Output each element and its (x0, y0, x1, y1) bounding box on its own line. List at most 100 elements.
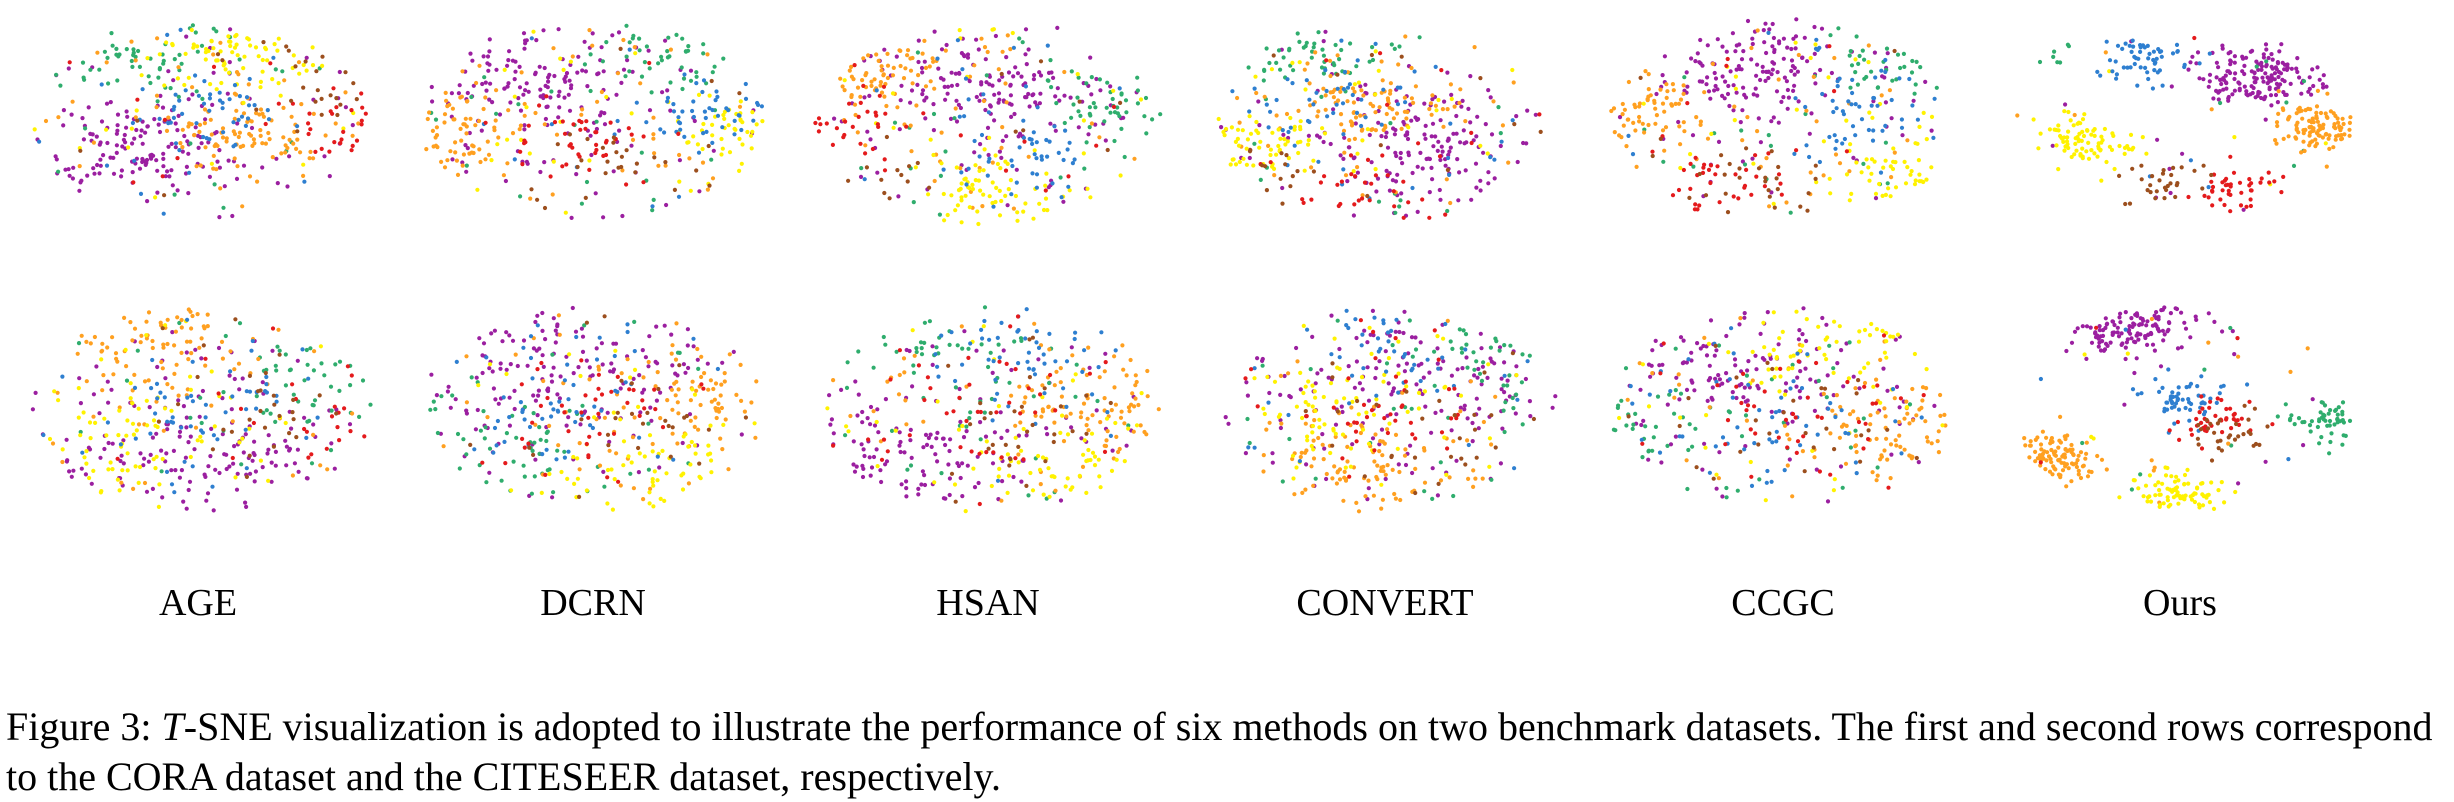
scatter-point (1761, 28, 1766, 33)
scatter-point (135, 97, 140, 102)
scatter-point (307, 111, 312, 116)
scatter-point (868, 137, 873, 142)
scatter-point (606, 443, 611, 448)
scatter-point (1080, 369, 1085, 374)
scatter-point (1391, 386, 1396, 391)
scatter-point (713, 98, 718, 103)
scatter-point (1712, 70, 1717, 76)
scatter-point (341, 126, 346, 131)
scatter-point (1855, 82, 1860, 87)
scatter-point (2154, 56, 2159, 61)
scatter-point (1272, 173, 1277, 178)
scatter-point (1914, 59, 1919, 64)
scatter-point (1248, 131, 1254, 136)
scatter-point (232, 83, 238, 88)
scatter-point (1381, 127, 1386, 133)
scatter-point (435, 430, 440, 436)
scatter-point (1103, 138, 1108, 143)
scatter-point (640, 421, 646, 426)
scatter-point (1007, 400, 1012, 405)
scatter-point (154, 454, 159, 459)
cluster-points (529, 46, 742, 211)
scatter-point (1445, 208, 1450, 214)
scatter-point (292, 461, 297, 466)
scatter-point (1456, 198, 1461, 203)
scatter-point (2092, 151, 2097, 156)
scatter-point (242, 54, 247, 59)
scatter-point (1018, 411, 1023, 416)
scatter-point (227, 60, 232, 65)
scatter-point (939, 161, 944, 166)
scatter-point (1400, 161, 1405, 166)
scatter-point (1875, 103, 1880, 108)
scatter-point (1102, 369, 1107, 374)
scatter-point (1834, 106, 1839, 111)
scatter-point (575, 70, 580, 75)
scatter-point (71, 165, 76, 170)
scatter-point (167, 174, 172, 179)
scatter-point (699, 374, 704, 380)
scatter-point (2037, 59, 2043, 65)
scatter-point (2318, 110, 2324, 116)
scatter-point (998, 410, 1003, 415)
scatter-point (481, 409, 486, 414)
scatter-point (484, 355, 489, 360)
scatter-point (949, 83, 954, 88)
scatter-point (2169, 172, 2174, 178)
scatter-point (1685, 101, 1690, 106)
scatter-point (651, 132, 656, 137)
scatter-point (172, 343, 177, 348)
scatter-point (1396, 62, 1401, 67)
scatter-point (648, 486, 653, 491)
scatter-point (1611, 106, 1617, 111)
scatter-point (102, 446, 107, 452)
scatter-point (1331, 95, 1336, 100)
scatter-point (615, 118, 620, 124)
scatter-point (2340, 116, 2345, 121)
scatter-point (922, 473, 927, 478)
scatter-point (306, 121, 311, 126)
scatter-point (192, 447, 197, 452)
scatter-point (1235, 127, 1241, 132)
scatter-point (513, 69, 518, 74)
scatter-point (1498, 143, 1503, 149)
scatter-point (1716, 139, 1722, 144)
scatter-point (1766, 133, 1771, 138)
scatter-point (1094, 408, 1099, 413)
scatter-point (132, 326, 138, 331)
scatter-point (965, 463, 970, 468)
scatter-point (105, 345, 110, 350)
scatter-point (1533, 112, 1538, 117)
scatter-point (994, 410, 999, 415)
scatter-point (230, 50, 235, 55)
scatter-point (2216, 65, 2221, 70)
scatter-point (1120, 343, 1125, 348)
scatter-point (1024, 62, 1029, 67)
scatter-point (540, 452, 545, 457)
scatter-point (1794, 17, 1799, 22)
scatter-point (1089, 431, 1095, 436)
scatter-point (359, 122, 364, 127)
scatter-point (964, 418, 969, 424)
scatter-point (130, 401, 135, 406)
scatter-point (663, 163, 668, 168)
scatter-point (468, 51, 473, 56)
scatter-point (988, 350, 993, 355)
scatter-point (1081, 401, 1087, 406)
scatter-point (1640, 121, 1645, 126)
scatter-point (1052, 432, 1057, 437)
scatter-point (115, 456, 120, 461)
scatter-point (696, 366, 701, 371)
scatter-point (718, 393, 723, 398)
scatter-point (2237, 180, 2243, 185)
scatter-point (1808, 170, 1813, 175)
scatter-point (882, 47, 887, 52)
scatter-point (2266, 55, 2271, 61)
scatter-point (712, 64, 717, 69)
scatter-point (655, 370, 660, 375)
scatter-point (270, 348, 275, 353)
scatter-point (85, 173, 90, 178)
scatter-point (945, 84, 951, 89)
scatter-point (923, 116, 928, 121)
scatter-point (1924, 177, 1929, 182)
